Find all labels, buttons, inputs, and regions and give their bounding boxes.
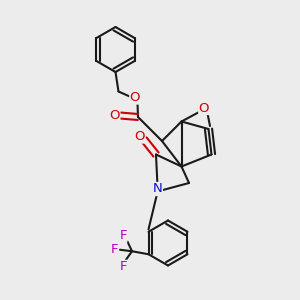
Text: O: O <box>110 109 120 122</box>
Text: F: F <box>119 229 127 242</box>
Text: O: O <box>130 91 140 104</box>
Text: O: O <box>199 101 209 115</box>
Text: N: N <box>153 182 162 196</box>
Text: O: O <box>134 130 145 143</box>
Text: F: F <box>111 243 118 256</box>
Text: F: F <box>119 260 127 273</box>
